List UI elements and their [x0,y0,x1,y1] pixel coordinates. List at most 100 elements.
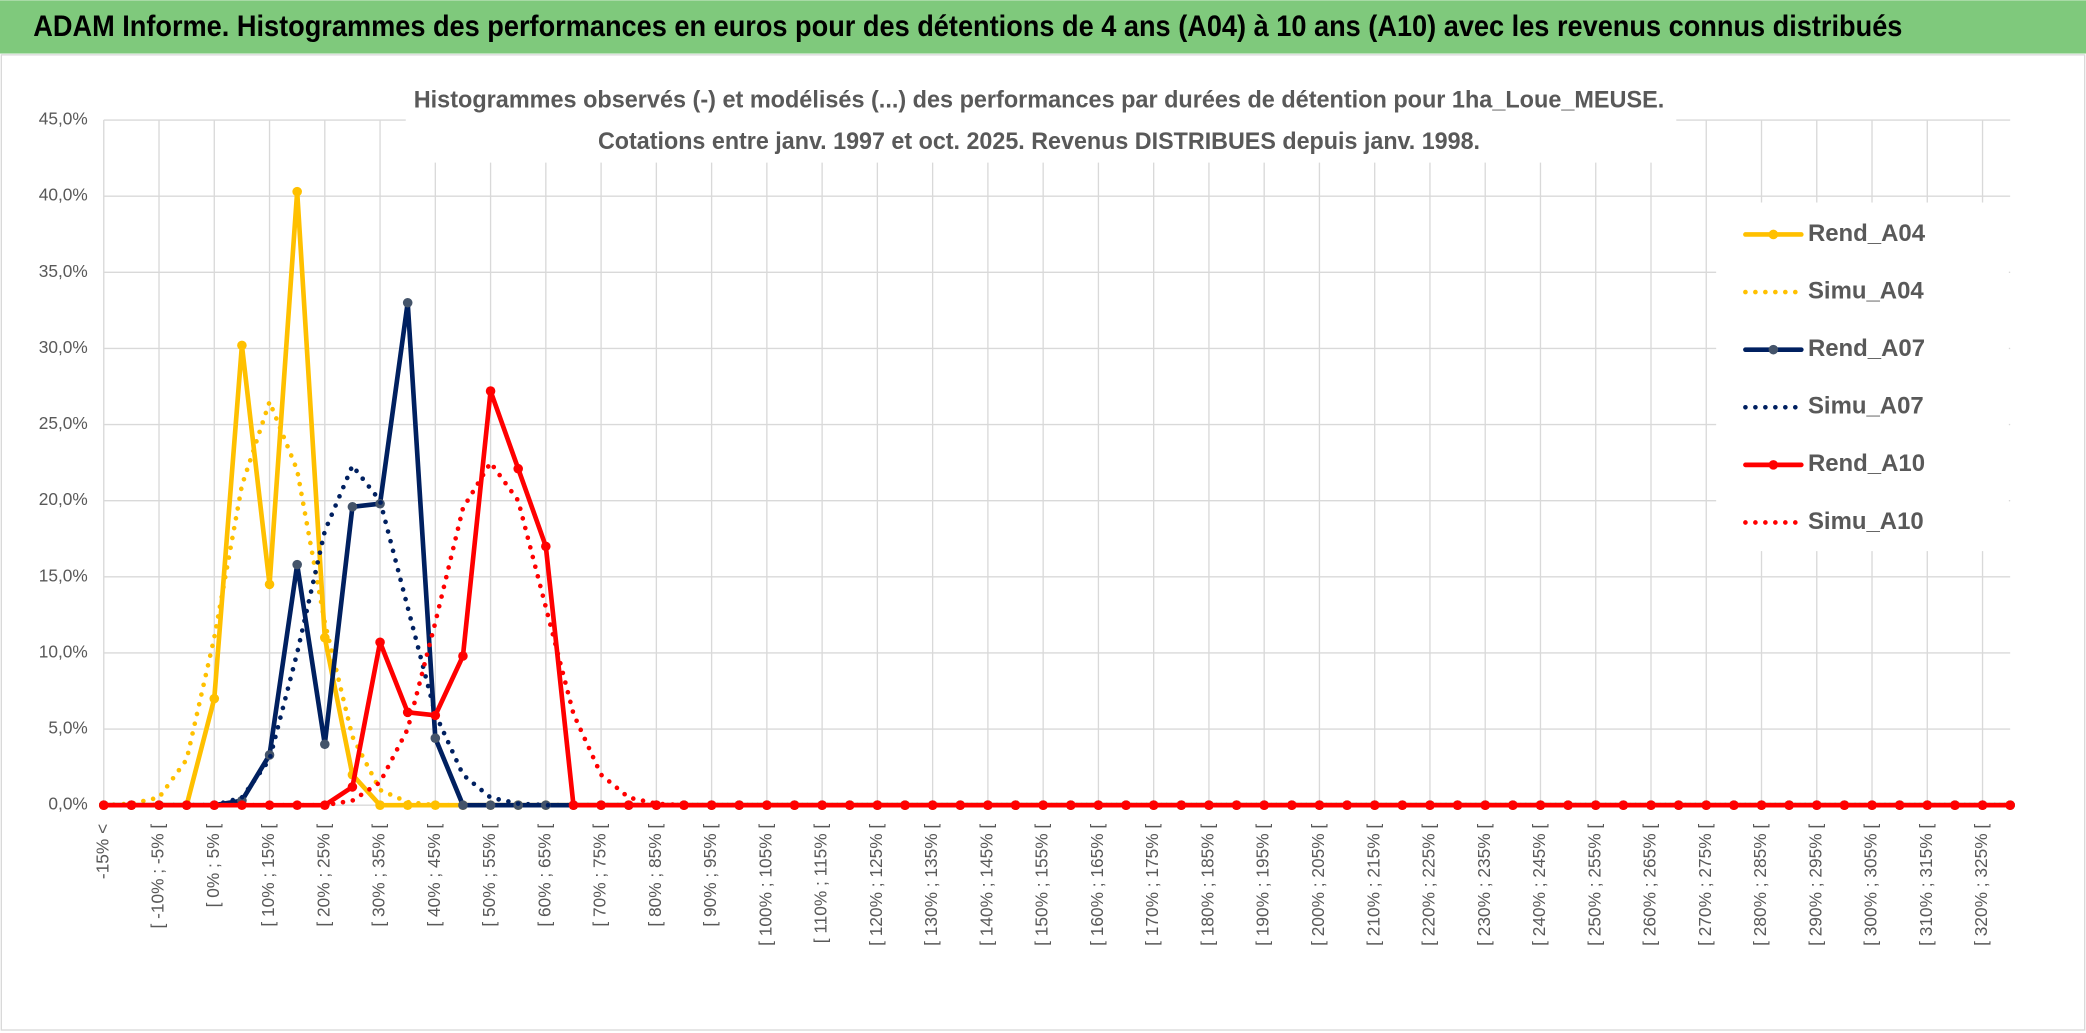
x-tick-label: [ 50% ; 55% [ [479,824,499,927]
x-tick-label: [ 280% ; 285% [ [1750,824,1770,946]
data-point [1369,800,1380,810]
chart-subtitle: Cotations entre janv. 1997 et oct. 2025.… [598,128,1480,155]
data-point [1121,800,1131,810]
chart-border [0,54,2086,1031]
legend-box [1716,202,2009,552]
data-point [1977,800,1988,810]
data-point [375,637,385,648]
plot-area [98,186,2015,810]
data-point [1480,800,1491,810]
data-point [430,710,441,721]
data-point [1811,800,1822,810]
x-tick-label: [ 200% ; 205% [ [1308,824,1328,946]
x-tick-label: [ 320% ; 325% [ [1971,824,1991,946]
x-tick-label: [ -10% ; -5% [ [148,824,168,929]
y-tick-label: 0,0% [48,794,87,814]
data-point [596,800,606,810]
data-point [1342,800,1352,810]
data-point [347,501,358,512]
data-point [1729,800,1739,810]
x-tick-label: [ 170% ; 175% [ [1142,824,1162,946]
y-tick-label: 25,0% [39,413,88,433]
data-point [292,800,302,810]
data-point [1231,800,1242,810]
data-point [181,800,192,810]
x-tick-label: [ 100% ; 105% [ [755,824,775,946]
x-tick-label: [ 40% ; 45% [ [424,824,444,927]
x-tick-label: [ 70% ; 75% [ [590,824,610,927]
data-point [1701,800,1712,810]
y-tick-label: 10,0% [39,641,88,661]
x-tick-label: [ 10% ; 15% [ [258,824,278,927]
data-point [264,800,275,810]
legend: Rend_A04 Simu_A04 Rend_A07 Simu_A07 Rend_A10… [1743,220,1926,535]
data-point [347,782,358,792]
legend-marker [1768,229,1779,240]
data-point [1563,800,1573,810]
data-point [1922,800,1933,810]
x-tick-label: [ 230% ; 235% [ [1474,824,1494,946]
legend-label: Simu_A10 [1808,508,1924,535]
data-point [1259,800,1269,810]
series-line [101,460,2013,808]
data-point [872,800,883,810]
x-tick-label: -15% < [92,824,112,879]
x-tick-label: [ 290% ; 295% [ [1805,824,1825,946]
legend-marker [1768,460,1779,470]
y-tick-label: 45,0% [39,109,88,129]
x-tick-label: [ 140% ; 145% [ [976,824,996,946]
data-point [430,800,441,810]
data-point [458,651,468,661]
data-point [237,340,247,351]
data-point [983,800,993,810]
data-point [1590,800,1601,810]
data-point [209,693,220,704]
chart-title: Histogrammes observés (-) et modélisés (… [414,87,1665,114]
x-tick-label: [ 220% ; 225% [ [1419,824,1439,946]
data-point [485,800,496,810]
x-tick-label: [ 260% ; 265% [ [1640,824,1660,946]
data-point [320,739,330,750]
x-tick-label: [ 80% ; 85% [ [645,824,665,927]
legend-label: Rend_A07 [1808,335,1925,362]
data-point [1452,800,1463,810]
x-tick-label: [ 0% ; 5% [ [203,824,223,908]
data-point [1839,800,1850,810]
header-title: ADAM Informe. Histogrammes des performan… [33,11,1902,43]
data-point [1010,800,1021,810]
data-point [844,800,855,810]
x-tick-label: [ 160% ; 165% [ [1087,824,1107,946]
legend-label: Rend_A10 [1808,450,1925,477]
data-point [1093,800,1104,810]
legend-label: Simu_A04 [1808,277,1924,304]
legend-label: Simu_A07 [1808,393,1924,420]
data-point [402,297,413,308]
x-tick-label: [ 210% ; 215% [ [1363,824,1383,946]
data-point [292,186,302,197]
data-point [1618,800,1629,810]
y-tick-label: 5,0% [48,718,87,738]
data-point [1204,800,1214,810]
data-point [623,800,634,810]
x-tick-label: [ 250% ; 255% [ [1584,824,1604,946]
data-point [430,733,441,743]
legend-marker [1768,344,1779,355]
x-tick-label: [ 20% ; 25% [ [313,824,333,927]
x-tick-label: [ 270% ; 275% [ [1695,824,1715,946]
x-tick-label: [ 300% ; 305% [ [1861,824,1881,946]
data-point [762,800,772,810]
legend-label: Rend_A04 [1808,220,1926,247]
data-point [568,800,579,810]
x-tick-label: [ 190% ; 195% [ [1253,824,1273,946]
data-point [375,800,385,810]
data-point [458,800,468,810]
x-tick-label: [ 240% ; 245% [ [1529,824,1549,946]
data-point [292,559,302,570]
data-point [734,800,745,810]
y-tick-label: 20,0% [39,489,88,509]
data-point [485,386,496,396]
x-tick-label: [ 60% ; 65% [ [534,824,554,927]
x-tick-label: [ 30% ; 35% [ [369,824,389,927]
title-box [405,80,1677,163]
